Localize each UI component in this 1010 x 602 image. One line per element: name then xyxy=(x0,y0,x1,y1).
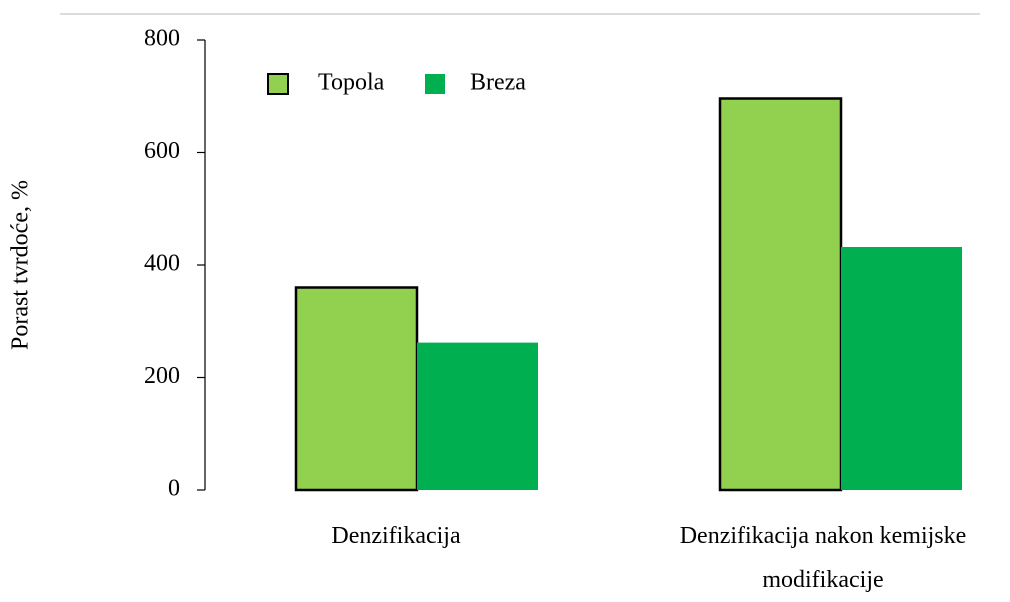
y-tick-label: 0 xyxy=(168,476,180,502)
bar xyxy=(718,97,843,492)
y-tick-label: 800 xyxy=(144,26,180,52)
y-tick-label: 600 xyxy=(144,138,180,164)
x-tick-label: Denzifikacija xyxy=(331,523,461,549)
bar xyxy=(417,342,538,490)
legend-swatch xyxy=(425,74,445,94)
legend-swatch xyxy=(267,73,289,95)
legend-label: Breza xyxy=(470,70,526,96)
bar xyxy=(294,286,419,492)
y-axis-label: Porast tvrdoće, % xyxy=(8,180,34,350)
y-tick-label: 400 xyxy=(144,251,180,277)
y-tick-label: 200 xyxy=(144,363,180,389)
legend-label: Topola xyxy=(318,70,385,96)
bar xyxy=(841,247,962,490)
x-tick-label: Denzifikacija nakon kemijske modifikacij… xyxy=(679,523,967,593)
